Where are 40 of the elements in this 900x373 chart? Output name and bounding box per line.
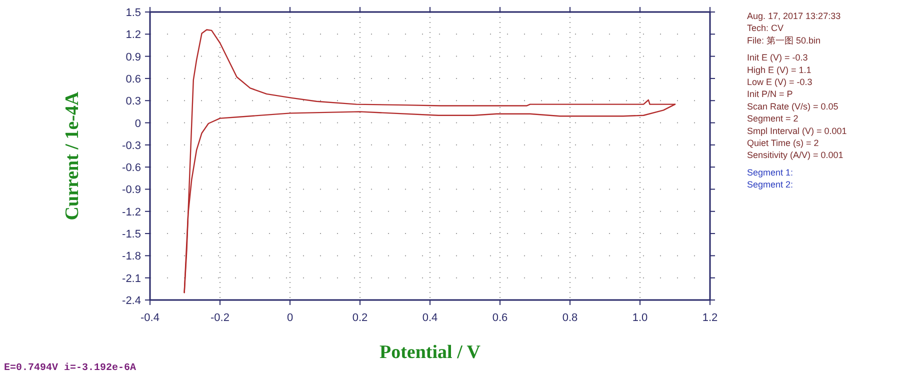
y-tick-label: -0.6 <box>122 162 141 174</box>
text: Sensitivity (A/V) = 0.001 <box>747 150 844 160</box>
text: Segment 1: <box>747 167 794 178</box>
y-tick-label: -2.4 <box>122 295 141 307</box>
text: E=0.7494V i=-3.192e-6A <box>4 362 136 373</box>
y-tick-label: 0.3 <box>126 96 141 108</box>
y-tick-label: -1.8 <box>122 250 141 263</box>
text: Quiet Time (s) = 2 <box>747 138 819 148</box>
y-tick-label: 0.6 <box>126 73 141 86</box>
x-tick-label: 0.4 <box>422 312 438 324</box>
x-tick-label: 0 <box>286 312 294 324</box>
x-tick-label: 0.6 <box>492 312 508 324</box>
y-tick-label: -1.5 <box>122 228 141 241</box>
text: File: 第一图 50.bin <box>747 35 821 46</box>
y-tick-label: -0.9 <box>122 184 141 196</box>
text: Init E (V) = -0.3 <box>747 52 808 63</box>
text: Segment = 2 <box>747 114 798 124</box>
text: Low E (V) = -0.3 <box>747 77 812 87</box>
text: Aug. 17, 2017 13:27:33 <box>747 11 841 21</box>
y-tick-label: -1.2 <box>122 206 141 218</box>
y-tick-label: 0.9 <box>126 51 141 64</box>
x-tick-label: 0.8 <box>562 312 578 324</box>
text: Tech: CV <box>747 23 784 34</box>
x-tick-label: -0.2 <box>210 312 230 324</box>
y-tick-label: -0.3 <box>122 140 141 152</box>
y-tick-label: 1.5 <box>126 7 141 19</box>
y-tick-label: 1.2 <box>126 29 141 42</box>
y-tick-label: 0 <box>134 118 141 130</box>
x-tick-label: 1.0 <box>632 312 648 324</box>
x-tick-label: -0.4 <box>140 312 160 324</box>
text: High E (V) = 1.1 <box>747 64 812 75</box>
text: Smpl Interval (V) = 0.001 <box>747 126 847 136</box>
y-tick-label: -2.1 <box>122 272 141 285</box>
text: Scan Rate (V/s) = 0.05 <box>747 101 838 112</box>
x-tick-label: 0.2 <box>352 312 368 324</box>
x-axis-title: Potential / V <box>380 342 481 363</box>
text: Segment 2: <box>747 180 794 190</box>
y-axis-title: Current / 1e-4A <box>62 92 83 220</box>
x-tick-label: 1.2 <box>702 312 718 324</box>
text: Init P/N = P <box>747 89 793 100</box>
